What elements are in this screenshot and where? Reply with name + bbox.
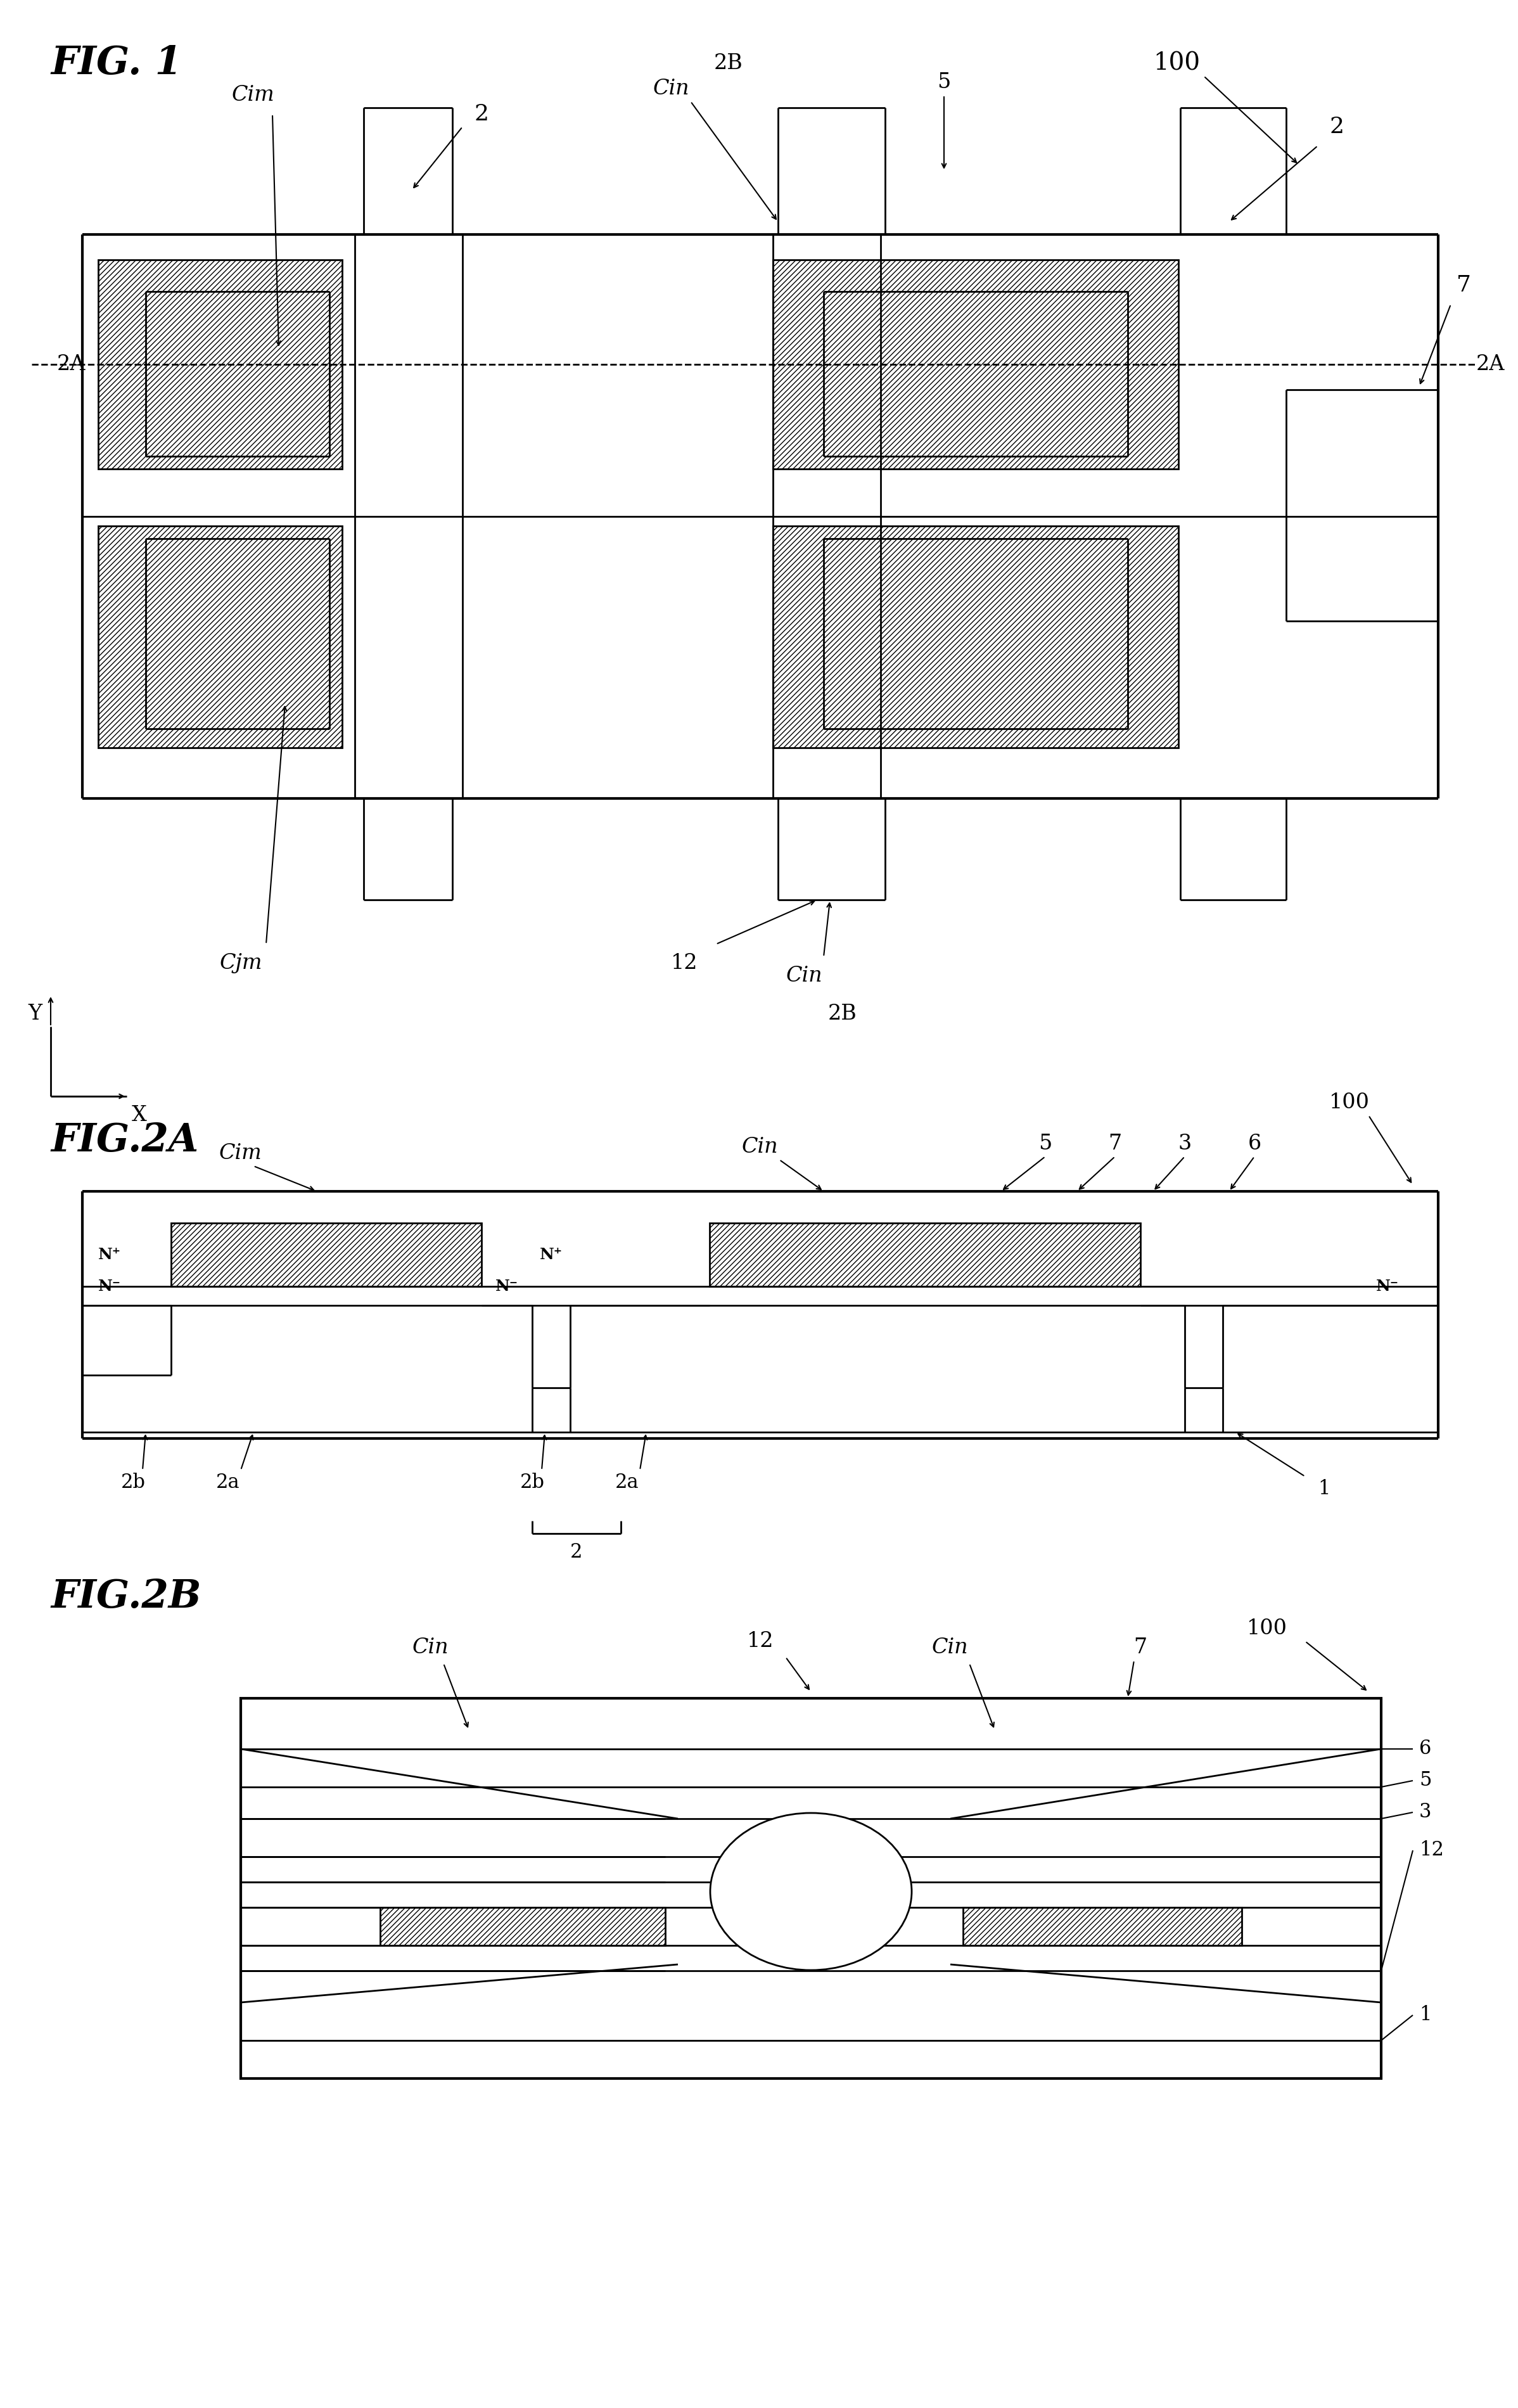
Text: 3: 3 bbox=[1178, 1134, 1192, 1153]
Text: Cin: Cin bbox=[413, 1637, 449, 1657]
Text: 2A: 2A bbox=[1475, 354, 1504, 376]
Text: Cin: Cin bbox=[653, 79, 689, 99]
Bar bbox=[172, 1223, 481, 1286]
Text: 6: 6 bbox=[1248, 1134, 1261, 1153]
Text: 5: 5 bbox=[937, 72, 950, 92]
Bar bbox=[241, 1698, 1381, 2078]
Text: N⁻: N⁻ bbox=[495, 1279, 518, 1293]
Bar bbox=[380, 1907, 665, 1946]
Text: 2: 2 bbox=[571, 1544, 583, 1563]
Text: 100: 100 bbox=[1246, 1618, 1287, 1640]
Text: Cim: Cim bbox=[219, 1144, 263, 1163]
Text: Cin: Cin bbox=[742, 1137, 779, 1158]
Bar bbox=[773, 525, 1178, 749]
Text: 1: 1 bbox=[1318, 1479, 1330, 1498]
Text: 2: 2 bbox=[474, 104, 489, 125]
Text: 2b: 2b bbox=[121, 1474, 146, 1493]
Bar bbox=[709, 1223, 1140, 1286]
Text: X: X bbox=[132, 1105, 147, 1125]
Text: 7: 7 bbox=[1108, 1134, 1122, 1153]
Bar bbox=[99, 525, 342, 749]
Text: 2a: 2a bbox=[216, 1474, 240, 1493]
Text: 12: 12 bbox=[747, 1630, 774, 1652]
Text: Cim: Cim bbox=[232, 84, 275, 106]
Text: 2B: 2B bbox=[829, 1004, 858, 1023]
Ellipse shape bbox=[710, 1813, 912, 1970]
Text: Y: Y bbox=[27, 1004, 43, 1023]
Text: 100: 100 bbox=[1154, 51, 1201, 75]
Text: N⁻: N⁻ bbox=[1377, 1279, 1400, 1293]
Text: 2a: 2a bbox=[615, 1474, 639, 1493]
Bar bbox=[773, 260, 1178, 470]
Text: 6: 6 bbox=[1419, 1739, 1431, 1758]
Text: N⁺: N⁺ bbox=[540, 1247, 563, 1262]
Text: Cin: Cin bbox=[786, 966, 823, 985]
Bar bbox=[99, 260, 342, 470]
Text: FIG. 1: FIG. 1 bbox=[50, 43, 182, 82]
Text: 12: 12 bbox=[671, 954, 698, 973]
Text: 100: 100 bbox=[1330, 1093, 1369, 1112]
Text: Cin: Cin bbox=[932, 1637, 968, 1657]
Text: N⁻: N⁻ bbox=[99, 1279, 121, 1293]
Text: 12: 12 bbox=[1419, 1840, 1444, 1859]
Text: 2A: 2A bbox=[58, 354, 87, 376]
Text: 7: 7 bbox=[1456, 275, 1471, 296]
Text: N⁺: N⁺ bbox=[99, 1247, 121, 1262]
Text: 3: 3 bbox=[1419, 1804, 1431, 1823]
Text: FIG.2A: FIG.2A bbox=[50, 1122, 199, 1161]
Text: 5: 5 bbox=[1038, 1134, 1052, 1153]
Text: Cjm: Cjm bbox=[220, 954, 263, 973]
Text: 2B: 2B bbox=[713, 53, 744, 75]
Text: 2: 2 bbox=[1330, 116, 1343, 137]
Text: 1: 1 bbox=[1419, 2006, 1431, 2025]
Text: 7: 7 bbox=[1134, 1637, 1148, 1657]
Text: 5: 5 bbox=[1419, 1770, 1431, 1792]
Text: 2b: 2b bbox=[519, 1474, 545, 1493]
Bar bbox=[962, 1907, 1242, 1946]
Text: FIG.2B: FIG.2B bbox=[50, 1577, 202, 1616]
